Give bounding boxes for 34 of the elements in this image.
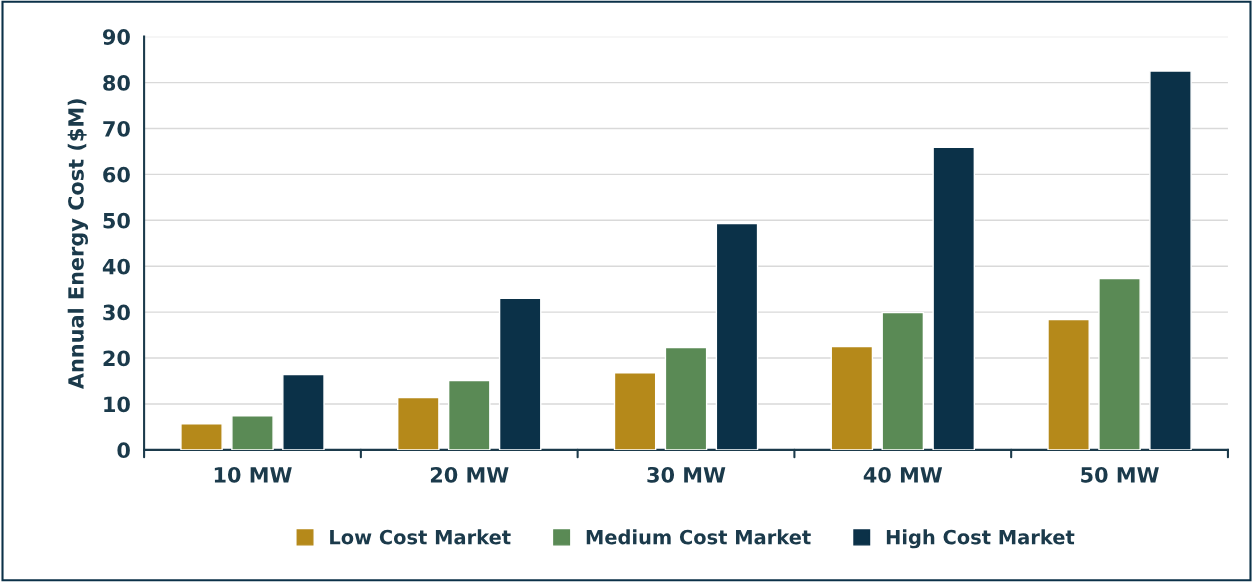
legend-label: Medium Cost Market	[586, 529, 811, 545]
bar	[447, 379, 491, 450]
x-tick-label: 10 MW	[214, 466, 292, 483]
bar	[282, 373, 325, 450]
x-tick-label: 30 MW	[647, 466, 726, 483]
y-tick-label: 90	[102, 29, 130, 45]
y-tick-label: 30	[103, 304, 130, 321]
bar	[664, 346, 708, 450]
bar	[1098, 277, 1141, 450]
bar	[715, 222, 759, 450]
x-tick-label: 40 MW	[863, 466, 943, 483]
y-tick-label: 40	[102, 258, 130, 275]
y-axis-title: Annual Energy Cost ($M)	[67, 99, 89, 390]
bar	[1149, 70, 1192, 450]
y-tick-label: 20	[103, 350, 130, 367]
y-tick-label: 0	[117, 442, 130, 459]
bar	[231, 415, 274, 450]
y-tick-label: 70	[103, 120, 130, 137]
bar	[1047, 318, 1090, 450]
bar	[613, 372, 657, 450]
legend-label: Low Cost Market	[330, 529, 511, 545]
x-tick-label: 20 MW	[430, 466, 509, 483]
y-tick-label: 10	[104, 396, 130, 413]
x-tick-label: 50 MW	[1081, 466, 1159, 483]
bar	[881, 311, 925, 450]
y-tick-label: 60	[103, 166, 130, 183]
legend-label: High Cost Market	[886, 529, 1075, 549]
bar	[180, 423, 223, 450]
bar	[932, 146, 976, 450]
bar	[397, 396, 440, 450]
y-tick-label: 50	[103, 212, 130, 229]
bar	[830, 345, 874, 450]
y-tick-label: 80	[103, 75, 130, 91]
bar	[498, 297, 542, 450]
